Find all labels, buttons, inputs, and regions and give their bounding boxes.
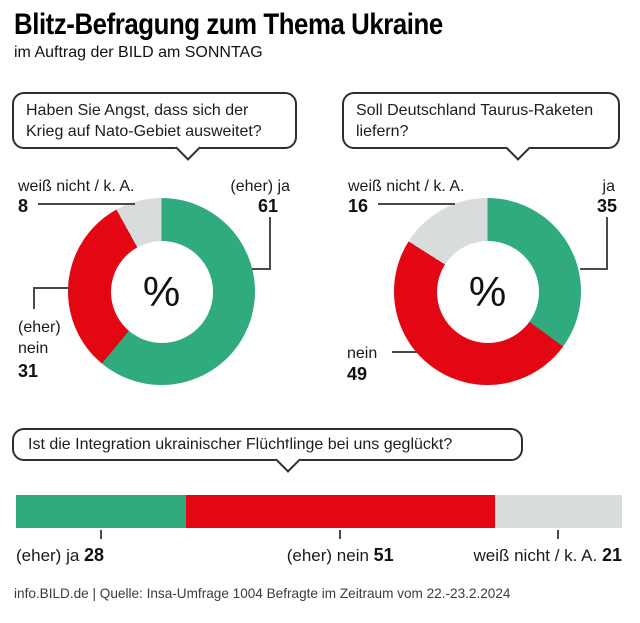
bar-tick [557, 530, 560, 539]
question-text-taurus: Soll Deutschland Taurus-Raketen liefern? [356, 101, 594, 140]
page-title: Blitz-Befragung zum Thema Ukraine [14, 8, 443, 41]
donut2-label-no: nein [347, 345, 378, 362]
bar-labels-row: (eher) ja 28 (eher) nein 51 weiß nicht /… [16, 545, 622, 567]
donut1-label-neutral: weiß nicht / k. A. [18, 178, 135, 195]
donut2-value-neutral: 16 [348, 196, 369, 216]
bar-segment [494, 495, 622, 528]
donut1-value-no: 31 [18, 361, 39, 381]
donut1-value-yes: 61 [257, 196, 278, 216]
question-bubble-nato: Haben Sie Angst, dass sich der Krieg auf… [12, 92, 297, 161]
leader-line [392, 351, 418, 353]
leader-line [580, 217, 608, 270]
bar-tick [99, 530, 102, 539]
donut1-value-neutral: 8 [18, 196, 29, 216]
bar-tick [339, 530, 342, 539]
bar-label-no: (eher) nein 51 [286, 545, 394, 565]
donut1-label-no: (eher) nein [18, 319, 61, 357]
question-bubble-integration: Ist die Integration ukrainischer Flüchtl… [12, 428, 523, 473]
percent-sign: % [142, 267, 181, 315]
page-subtitle: im Auftrag der BILD am SONNTAG [14, 44, 263, 61]
bar-segment [16, 495, 186, 528]
donut-chart-nato: % [68, 198, 255, 385]
question-text-nato: Haben Sie Angst, dass sich der Krieg auf… [26, 101, 262, 140]
donut2-label-yes: ja [602, 178, 615, 195]
donut-hole: % [110, 240, 213, 343]
percent-sign: % [468, 267, 507, 315]
bar-segment [185, 495, 495, 528]
stacked-bar-integration [16, 495, 622, 539]
donut2-value-no: 49 [347, 364, 368, 384]
donut-chart-taurus: % [394, 198, 581, 385]
leader-line [252, 217, 271, 270]
leader-line [378, 203, 455, 205]
donut-hole: % [436, 240, 539, 343]
source-credit: info.BILD.de | Quelle: Insa-Umfrage 1004… [14, 585, 511, 601]
leader-line [33, 287, 70, 309]
donut1-label-yes: (eher) ja [230, 178, 290, 195]
bar-label-neutral: weiß nicht / k. A. 21 [473, 545, 622, 565]
leader-line [38, 203, 135, 205]
donut2-value-yes: 35 [596, 196, 617, 216]
question-text-integration: Ist die Integration ukrainischer Flüchtl… [28, 436, 453, 453]
donut2-label-neutral: weiß nicht / k. A. [348, 178, 465, 195]
bar-label-yes: (eher) ja 28 [16, 545, 105, 565]
question-bubble-taurus: Soll Deutschland Taurus-Raketen liefern? [342, 92, 620, 161]
